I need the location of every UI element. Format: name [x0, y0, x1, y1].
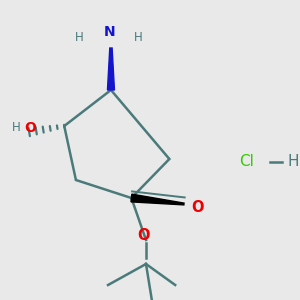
- Text: H: H: [74, 31, 83, 44]
- Polygon shape: [131, 194, 184, 205]
- Text: O: O: [191, 200, 203, 214]
- Text: H: H: [134, 31, 143, 44]
- Text: N: N: [104, 25, 115, 38]
- Text: O: O: [137, 228, 149, 243]
- Polygon shape: [107, 48, 115, 90]
- Text: H: H: [288, 154, 299, 169]
- Text: O: O: [25, 121, 37, 134]
- Text: H: H: [12, 121, 20, 134]
- Text: Cl: Cl: [239, 154, 254, 169]
